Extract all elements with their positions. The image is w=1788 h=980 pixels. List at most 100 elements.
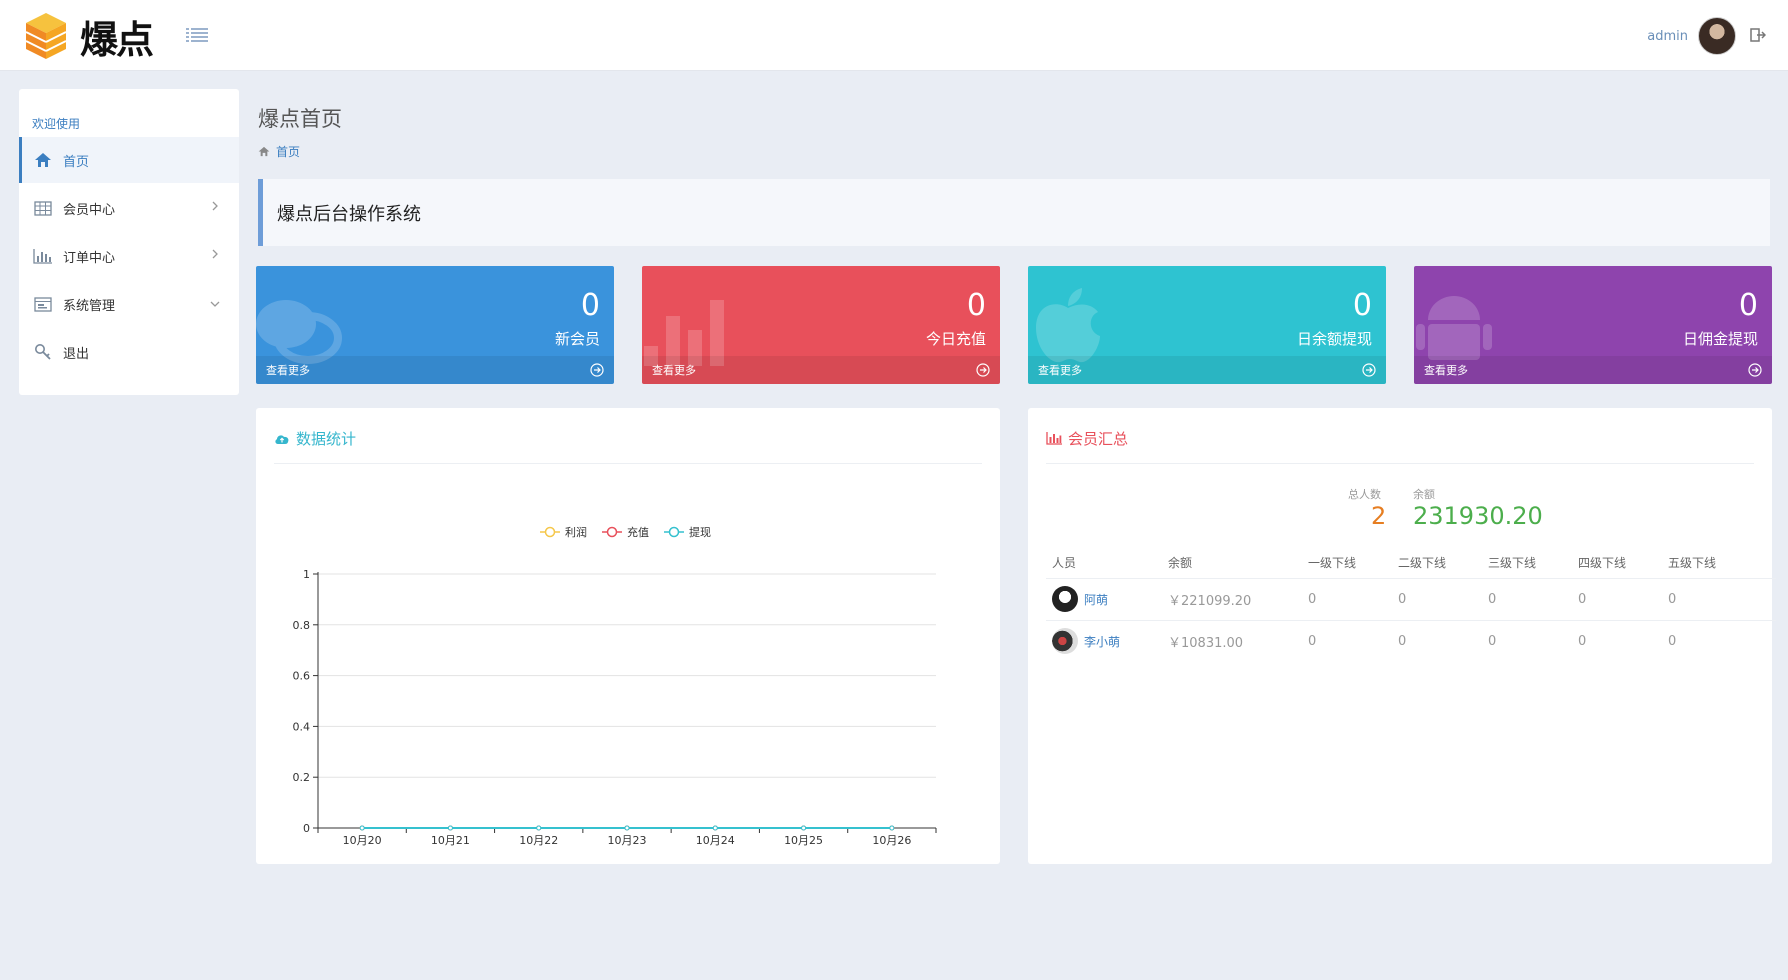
member-panel: 会员汇总 总人数 余额 2 231930.20 人员 余额 一级下线 二级下线 … <box>1028 408 1776 864</box>
level-cell: 0 <box>1302 577 1392 620</box>
sidebar-item-label: 订单中心 <box>63 250 116 266</box>
chevron-right-icon <box>212 201 218 211</box>
sidebar-item-system[interactable]: 系统管理 <box>19 281 239 327</box>
level-cell: 0 <box>1572 577 1662 620</box>
data-point[interactable] <box>889 825 895 831</box>
x-tick-label: 10月26 <box>872 834 911 847</box>
level-cell: 0 <box>1572 619 1662 662</box>
data-point[interactable] <box>801 825 807 831</box>
x-tick-label: 10月20 <box>343 834 382 847</box>
sidebar-item-home[interactable]: 首页 <box>19 137 239 183</box>
card-commission-withdraw[interactable]: 0 日佣金提现 查看更多 <box>1414 266 1772 384</box>
x-tick-label: 10月24 <box>696 834 735 847</box>
breadcrumb-home-link[interactable]: 首页 <box>276 145 301 159</box>
y-tick-label: 1 <box>303 568 310 581</box>
welcome-banner: 爆点后台操作系统 <box>258 179 1770 246</box>
data-point[interactable] <box>624 825 630 831</box>
x-tick-label: 10月22 <box>519 834 558 847</box>
card-today-recharge[interactable]: 0 今日充值 查看更多 <box>642 266 1000 384</box>
legend-label[interactable]: 利润 <box>565 525 587 539</box>
view-more-link[interactable]: 查看更多 <box>1414 356 1772 384</box>
column-header: 二级下线 <box>1398 556 1447 571</box>
legend-label[interactable]: 充值 <box>627 525 649 539</box>
welcome-text: 爆点后台操作系统 <box>277 203 421 225</box>
top-bar: 爆点 admin <box>0 0 1788 71</box>
table-row: 李小萌 ￥10831.00 0 0 0 0 0 <box>1046 619 1776 662</box>
card-value: 0 <box>966 288 986 323</box>
logo[interactable]: 爆点 <box>24 8 172 64</box>
stats-panel: 数据统计 利润 充值 提现 0 0.2 0.4 0.6 0.8 1 10月20 10月21 10月22… <box>256 408 1000 864</box>
legend-marker <box>668 526 680 538</box>
column-header: 三级下线 <box>1488 556 1537 571</box>
member-name-link[interactable]: 阿萌 <box>1084 592 1109 607</box>
sidebar-item-orders[interactable]: 订单中心 <box>19 233 239 279</box>
home-icon <box>258 146 270 157</box>
user-name[interactable]: admin <box>1647 28 1688 44</box>
x-tick-label: 10月23 <box>608 834 647 847</box>
level-cell: 0 <box>1392 577 1482 620</box>
card-label: 日佣金提现 <box>1682 330 1758 348</box>
x-tick-label: 10月21 <box>431 834 470 847</box>
view-more-link[interactable]: 查看更多 <box>1028 356 1386 384</box>
user-menu[interactable]: admin <box>1647 17 1736 55</box>
home-icon <box>33 151 53 169</box>
logout-icon[interactable] <box>1750 28 1766 42</box>
column-header: 一级下线 <box>1308 556 1357 571</box>
user-avatar <box>1052 628 1078 655</box>
view-more-label: 查看更多 <box>652 364 696 377</box>
sidebar-title: 欢迎使用 <box>32 117 81 131</box>
card-value: 0 <box>1738 288 1758 323</box>
sidebar-item-members[interactable]: 会员中心 <box>19 185 239 231</box>
table-header-row: 人员 余额 一级下线 二级下线 三级下线 四级下线 五级下线 <box>1046 548 1776 578</box>
data-point[interactable] <box>536 825 542 831</box>
sidebar-item-logout[interactable]: 退出 <box>19 329 239 375</box>
avatar[interactable] <box>1698 17 1736 55</box>
table-icon <box>33 199 53 217</box>
arrow-circle-right-icon <box>590 363 604 377</box>
breadcrumb: 首页 <box>258 143 300 160</box>
android-icon <box>1416 296 1492 360</box>
sidebar-item-label: 退出 <box>63 346 90 362</box>
bar-chart-icon <box>33 247 53 265</box>
card-new-members[interactable]: 0 新会员 查看更多 <box>256 266 614 384</box>
arrow-circle-right-icon <box>976 363 990 377</box>
column-header: 四级下线 <box>1578 556 1627 571</box>
data-point[interactable] <box>359 825 365 831</box>
card-value: 0 <box>1352 288 1372 323</box>
y-tick-label: 0.2 <box>293 771 311 784</box>
balance-cell: ￥10831.00 <box>1162 619 1302 662</box>
bar-chart-icon <box>1046 432 1062 445</box>
view-more-label: 查看更多 <box>1424 364 1468 377</box>
balance-label: 余额 <box>1413 488 1435 501</box>
legend-label[interactable]: 提现 <box>689 526 711 539</box>
level-cell: 0 <box>1662 577 1776 620</box>
card-balance-withdraw[interactable]: 0 日余额提现 查看更多 <box>1028 266 1386 384</box>
bar-chart-icon <box>644 300 724 366</box>
card-label: 新会员 <box>554 330 600 348</box>
balance-value: 231930.20 <box>1413 502 1543 530</box>
member-name-link[interactable]: 李小萌 <box>1084 634 1121 649</box>
sidebar: 欢迎使用 首页 会员中心 订单中心 系统管理 退出 <box>19 89 239 395</box>
data-point[interactable] <box>712 825 718 831</box>
view-more-link[interactable]: 查看更多 <box>256 356 614 384</box>
member-panel-title: 会员汇总 <box>1046 428 1128 449</box>
card-value: 0 <box>580 288 600 323</box>
total-label: 总人数 <box>1348 488 1381 501</box>
legend-marker <box>544 526 556 538</box>
members-table: 人员 余额 一级下线 二级下线 三级下线 四级下线 五级下线 阿萌 ￥22109… <box>1046 548 1776 662</box>
data-point[interactable] <box>447 825 453 831</box>
view-more-link[interactable]: 查看更多 <box>642 356 1000 384</box>
cube-logo-icon <box>25 13 67 59</box>
level-cell: 0 <box>1392 619 1482 662</box>
cloud-upload-icon <box>275 434 289 444</box>
key-icon <box>33 343 53 361</box>
penguin-avatar <box>1052 586 1078 612</box>
card-label: 今日充值 <box>925 330 986 348</box>
stats-panel-title: 数据统计 <box>274 428 356 449</box>
member-title-text: 会员汇总 <box>1068 430 1129 448</box>
chevron-right-icon <box>212 249 218 259</box>
legend-marker <box>606 526 618 538</box>
y-tick-label: 0.4 <box>293 720 311 733</box>
menu-toggle-icon[interactable] <box>186 26 208 44</box>
arrow-circle-right-icon <box>1362 363 1376 377</box>
